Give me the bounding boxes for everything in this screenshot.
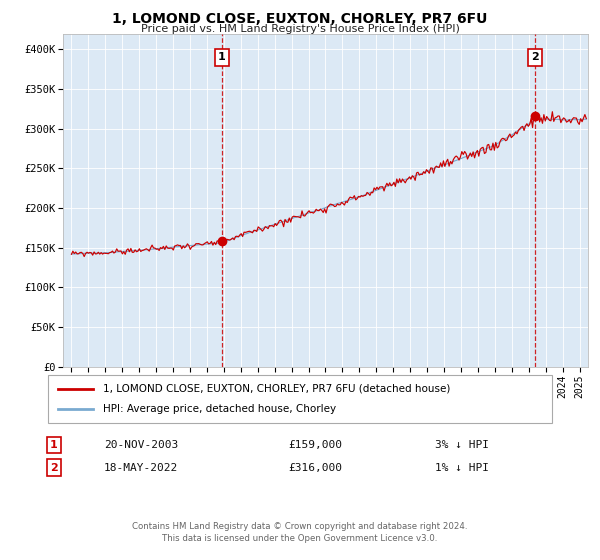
Text: £159,000: £159,000 (288, 440, 342, 450)
Text: 1: 1 (218, 53, 226, 62)
Text: HPI: Average price, detached house, Chorley: HPI: Average price, detached house, Chor… (103, 404, 337, 414)
Text: 3% ↓ HPI: 3% ↓ HPI (435, 440, 489, 450)
Text: 2: 2 (50, 463, 58, 473)
Text: 1% ↓ HPI: 1% ↓ HPI (435, 463, 489, 473)
Text: 18-MAY-2022: 18-MAY-2022 (104, 463, 178, 473)
Text: 1, LOMOND CLOSE, EUXTON, CHORLEY, PR7 6FU: 1, LOMOND CLOSE, EUXTON, CHORLEY, PR7 6F… (112, 12, 488, 26)
Text: Price paid vs. HM Land Registry's House Price Index (HPI): Price paid vs. HM Land Registry's House … (140, 24, 460, 34)
Text: 20-NOV-2003: 20-NOV-2003 (104, 440, 178, 450)
Text: 2: 2 (531, 53, 539, 62)
Text: 1, LOMOND CLOSE, EUXTON, CHORLEY, PR7 6FU (detached house): 1, LOMOND CLOSE, EUXTON, CHORLEY, PR7 6F… (103, 384, 451, 394)
Text: Contains HM Land Registry data © Crown copyright and database right 2024.
This d: Contains HM Land Registry data © Crown c… (132, 522, 468, 543)
FancyBboxPatch shape (48, 375, 552, 423)
Text: 1: 1 (50, 440, 58, 450)
Text: £316,000: £316,000 (288, 463, 342, 473)
